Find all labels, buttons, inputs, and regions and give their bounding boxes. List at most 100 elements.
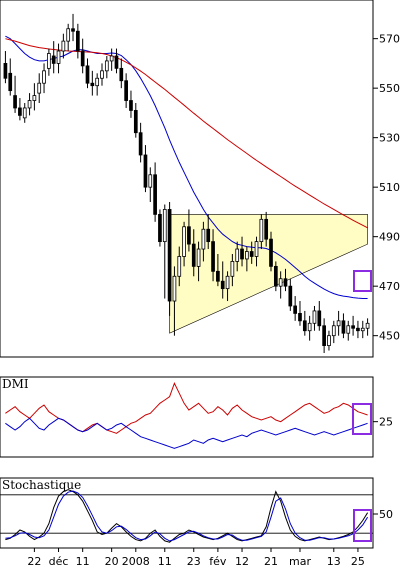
date-tick-label: 20 [105, 555, 119, 568]
date-tick-label: 22 [27, 555, 41, 568]
candlestick [148, 167, 153, 203]
candlestick [76, 23, 80, 59]
candlestick [264, 211, 269, 247]
candle-body [153, 174, 157, 215]
candle-body [201, 228, 206, 250]
highlight-box-price [353, 270, 372, 292]
candle-body [269, 238, 273, 267]
candle-body [114, 55, 119, 69]
candlestick [191, 229, 196, 277]
date-tick-label: 25 [351, 555, 365, 568]
date-tick-label: 2008 [122, 555, 150, 568]
candle-body [196, 248, 201, 267]
candle-body [61, 40, 66, 52]
candle-body [312, 310, 317, 324]
candlestick [293, 296, 298, 321]
candlestick [302, 310, 307, 336]
candle-body [293, 305, 298, 314]
candlestick [95, 73, 100, 96]
candlestick [18, 98, 22, 121]
candle-body [336, 320, 341, 327]
candlestick [32, 83, 37, 111]
candlestick [360, 320, 365, 339]
date-tick-label: fév [209, 555, 227, 568]
dmi-tick-label: 25 [379, 416, 393, 429]
price-tick-label: 4500 [379, 330, 400, 343]
candle-body [133, 110, 138, 134]
candle-body [365, 322, 370, 329]
candlestick [47, 48, 51, 76]
candle-body [100, 70, 104, 79]
candle-body [172, 275, 177, 302]
candlestick [254, 236, 259, 267]
candle-body [177, 256, 182, 277]
candlestick [124, 73, 128, 108]
candlestick [336, 310, 341, 336]
candlestick [283, 268, 288, 292]
candlestick [365, 318, 370, 336]
candle-body [341, 320, 346, 334]
candle-body [51, 55, 56, 64]
candle-body [42, 70, 46, 84]
candle-body [47, 53, 51, 69]
candle-body [13, 95, 17, 109]
candle-body [327, 335, 331, 346]
candlestick [143, 145, 148, 193]
candlestick [182, 221, 186, 267]
candlestick [206, 214, 211, 250]
candle-body [346, 325, 351, 334]
candle-body [264, 218, 269, 240]
candlestick [129, 90, 133, 118]
candle-body [138, 132, 143, 156]
date-tick-label: déc [49, 555, 69, 568]
candlestick [341, 313, 346, 339]
candlestick [356, 320, 360, 339]
candlestick [37, 73, 42, 104]
stochastique-tick-label: 50 [379, 508, 393, 521]
candlestick [220, 261, 225, 299]
dmi-panel: DMI 25 [0, 376, 393, 458]
candle-body [119, 67, 124, 82]
candle-body [225, 275, 230, 290]
candle-body [259, 218, 264, 243]
candlestick [177, 246, 182, 287]
candle-body [8, 72, 13, 92]
candlestick [133, 103, 138, 138]
dmi-lines [5, 382, 368, 449]
candlestick [100, 63, 104, 86]
candle-body [158, 213, 162, 243]
candle-body [37, 82, 42, 94]
candlestick [172, 266, 177, 336]
candlestick [8, 58, 13, 96]
candlestick [259, 214, 264, 250]
candlestick [346, 320, 351, 341]
candlestick [225, 271, 230, 302]
price-tick-label: 5700 [379, 33, 400, 46]
candlestick [269, 231, 273, 272]
date-tick-label: 11 [158, 555, 172, 568]
candle-body [216, 270, 220, 282]
candle-body [18, 107, 22, 116]
candle-body [27, 100, 32, 109]
candle-body [220, 280, 225, 290]
stochastique-axis: 50 [373, 508, 393, 521]
stochastique-panel-frame [0, 477, 374, 549]
candle-body [211, 241, 215, 272]
candlestick [196, 241, 201, 282]
candlestick [230, 253, 235, 287]
candlestick [22, 103, 27, 123]
candle-body [76, 30, 80, 52]
price-axis: 4500 4700 4900 5100 5300 5500 5700 [373, 33, 400, 343]
candle-body [307, 322, 312, 332]
candlestick [235, 241, 240, 272]
candle-body [22, 107, 27, 119]
candle-body [32, 95, 37, 101]
candlestick [85, 58, 90, 89]
candlestick [327, 330, 331, 351]
candle-body [56, 50, 61, 64]
candle-body [85, 65, 90, 84]
candlestick [27, 93, 32, 116]
price-tick-label: 5100 [379, 181, 400, 194]
candlesticks [3, 13, 370, 353]
candle-body [302, 320, 307, 332]
